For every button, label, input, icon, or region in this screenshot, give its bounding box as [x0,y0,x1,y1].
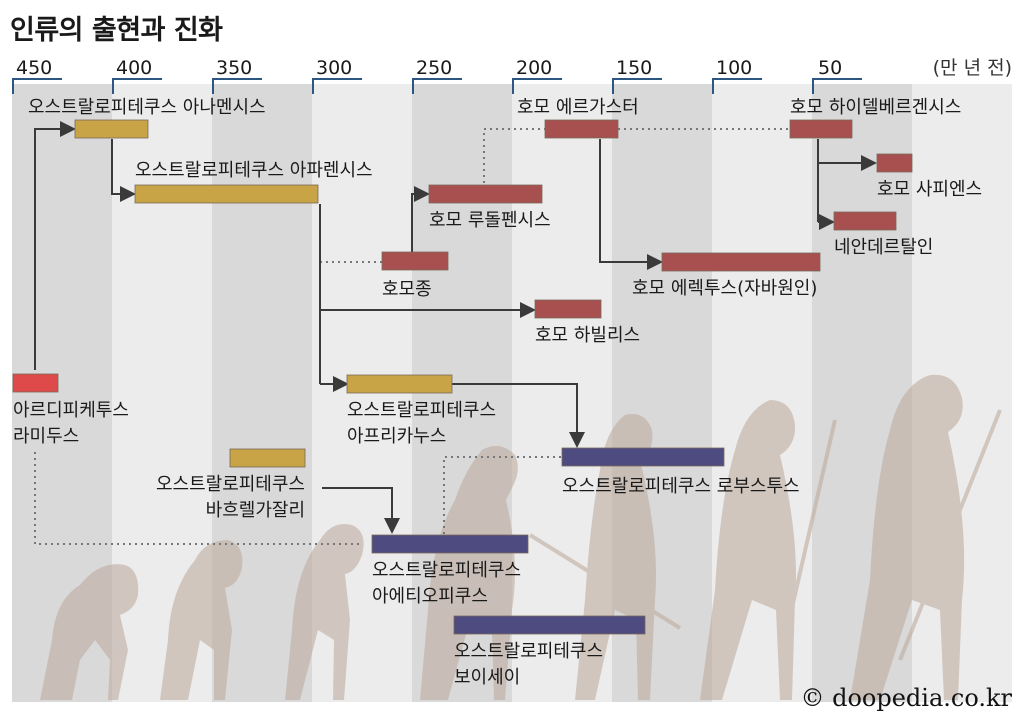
tick-label: 400 [116,57,152,79]
ardipithecus-label: 아르디피케투스 [13,400,129,421]
ergaster-bar [544,119,619,139]
tick-label: 150 [616,57,652,79]
connector-arrow [34,121,76,370]
neanderthal-bar [833,211,897,231]
axis-tick-200 [512,78,562,94]
anamensis-label: 오스트랄로피테쿠스 아나멘시스 [28,97,266,118]
habilis-bar [534,299,602,319]
tick-label: 50 [818,57,842,79]
copyright-credit: © doopedia.co.kr [800,684,1012,712]
dotted-links [34,128,790,545]
africanus-label: 오스트랄로피테쿠스 [347,400,496,421]
species-bars [12,119,913,635]
afarensis-label: 오스트랄로피테쿠스 아파렌시스 [135,160,373,181]
connector-arrow [322,487,400,534]
anamensis-bar [74,119,149,139]
ardipithecus-label: 라미두스 [13,426,79,447]
spear-icon [898,409,1002,661]
page-title: 인류의 출현과 진화 [10,15,223,46]
axis-tick-50 [812,78,862,94]
axis-tick-250 [412,78,462,94]
aethiopicus-label: 오스트랄로피테쿠스 [372,560,521,581]
species-labels: 아르디피케투스 라미두스 오스트랄로피테쿠스 아나멘시스 오스트랄로피테쿠스 아… [13,97,982,688]
connector-arrow [411,186,430,252]
time-axis [12,78,862,94]
connector-arrow [111,139,136,202]
tick-label: 250 [416,57,452,79]
axis-tick-100 [712,78,762,94]
homo-erectus-2-silhouette [700,400,796,700]
tick-label: 450 [16,57,52,79]
early-hominid-silhouette [160,540,243,700]
axis-unit-label: (만 년 전) [933,57,1012,79]
boisei-label: 보이세이 [454,667,520,688]
axis-tick-150 [612,78,662,94]
neanderthal-label: 네안데르탈인 [834,237,933,258]
habilis-label: 호모 하빌리스 [535,325,640,346]
aethiopicus-bar [371,534,529,554]
heidelbergensis-bar [789,119,853,139]
spear-icon [778,419,837,661]
connector-arrow [599,139,663,270]
axis-labels: 450 400 350 300 250 200 150 100 50 (만 년 … [16,57,1012,79]
tick-label: 300 [316,57,352,79]
africanus-bar [346,374,453,394]
hominid-silhouette [285,524,364,700]
tick-label: 200 [516,57,552,79]
bahrelghazali-label: 바흐렐가잘리 [206,500,305,521]
boisei-bar [453,615,646,635]
dotted-link [483,128,545,183]
axis-tick-350 [212,78,262,94]
dotted-link [34,452,362,545]
connectors [34,121,877,534]
bahrelghazali-label: 오스트랄로피테쿠스 [156,474,305,495]
sapiens-bar [876,153,913,173]
erectus-bar [661,252,821,272]
homo-sapiens-silhouette [850,374,965,700]
homo-genus-bar [381,251,449,271]
robustus-bar [561,447,725,467]
connector-arrow [452,383,585,448]
heidelbergensis-label: 호모 하이델베르겐시스 [790,97,961,118]
afarensis-bar [134,184,319,204]
boisei-label: 오스트랄로피테쿠스 [454,641,603,662]
ape-silhouette [40,564,139,700]
spear-icon [528,533,682,630]
homo-genus-label: 호모종 [382,279,432,300]
ardipithecus-bar [12,373,59,393]
axis-tick-300 [312,78,362,94]
africanus-label: 아프리카누스 [347,426,446,447]
tick-label: 100 [716,57,752,79]
axis-tick-400 [112,78,162,94]
dotted-link [443,456,562,534]
axis-tick-450 [12,78,62,94]
rudolfensis-bar [428,184,543,204]
bahrelghazali-bar [229,448,306,468]
australopith-silhouette [420,446,518,700]
tick-label: 350 [216,57,252,79]
sapiens-label: 호모 사피엔스 [877,179,982,200]
ergaster-label: 호모 에르가스터 [517,97,639,118]
aethiopicus-label: 아에티오피쿠스 [372,586,488,607]
robustus-label: 오스트랄로피테쿠스 로부스투스 [562,476,800,497]
rudolfensis-label: 호모 루돌펜시스 [429,210,551,231]
erectus-label: 호모 에렉투스(자바원인) [632,278,817,299]
